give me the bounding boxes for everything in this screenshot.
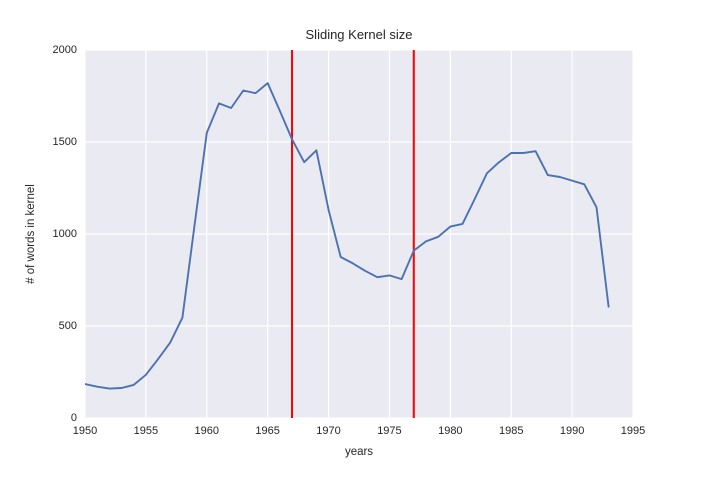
x-tick-label: 1995 — [620, 425, 646, 437]
x-axis-label: years — [344, 446, 374, 458]
x-tick-label: 1985 — [498, 425, 524, 437]
y-tick-label: 1500 — [52, 136, 77, 148]
x-tick-label: 1950 — [72, 425, 98, 437]
plot-area — [85, 50, 633, 418]
y-tick-label: 1000 — [52, 228, 77, 240]
chart-title: Sliding Kernel size — [305, 27, 413, 42]
x-tick-label: 1965 — [255, 425, 280, 437]
kernel-size-line — [85, 82, 610, 390]
x-tick-label: 1955 — [133, 425, 159, 437]
y-tick-label: 0 — [70, 412, 77, 424]
x-tick-label: 1980 — [438, 425, 463, 437]
x-tick-label: 1975 — [377, 425, 402, 437]
y-tick-label: 500 — [58, 320, 77, 332]
x-tick-label: 1970 — [316, 425, 341, 437]
x-tick-label: 1960 — [194, 425, 219, 437]
x-tick-label: 1990 — [559, 425, 585, 437]
y-axis-label: # of words in kernel — [25, 184, 37, 284]
y-tick-label: 2000 — [52, 44, 77, 56]
